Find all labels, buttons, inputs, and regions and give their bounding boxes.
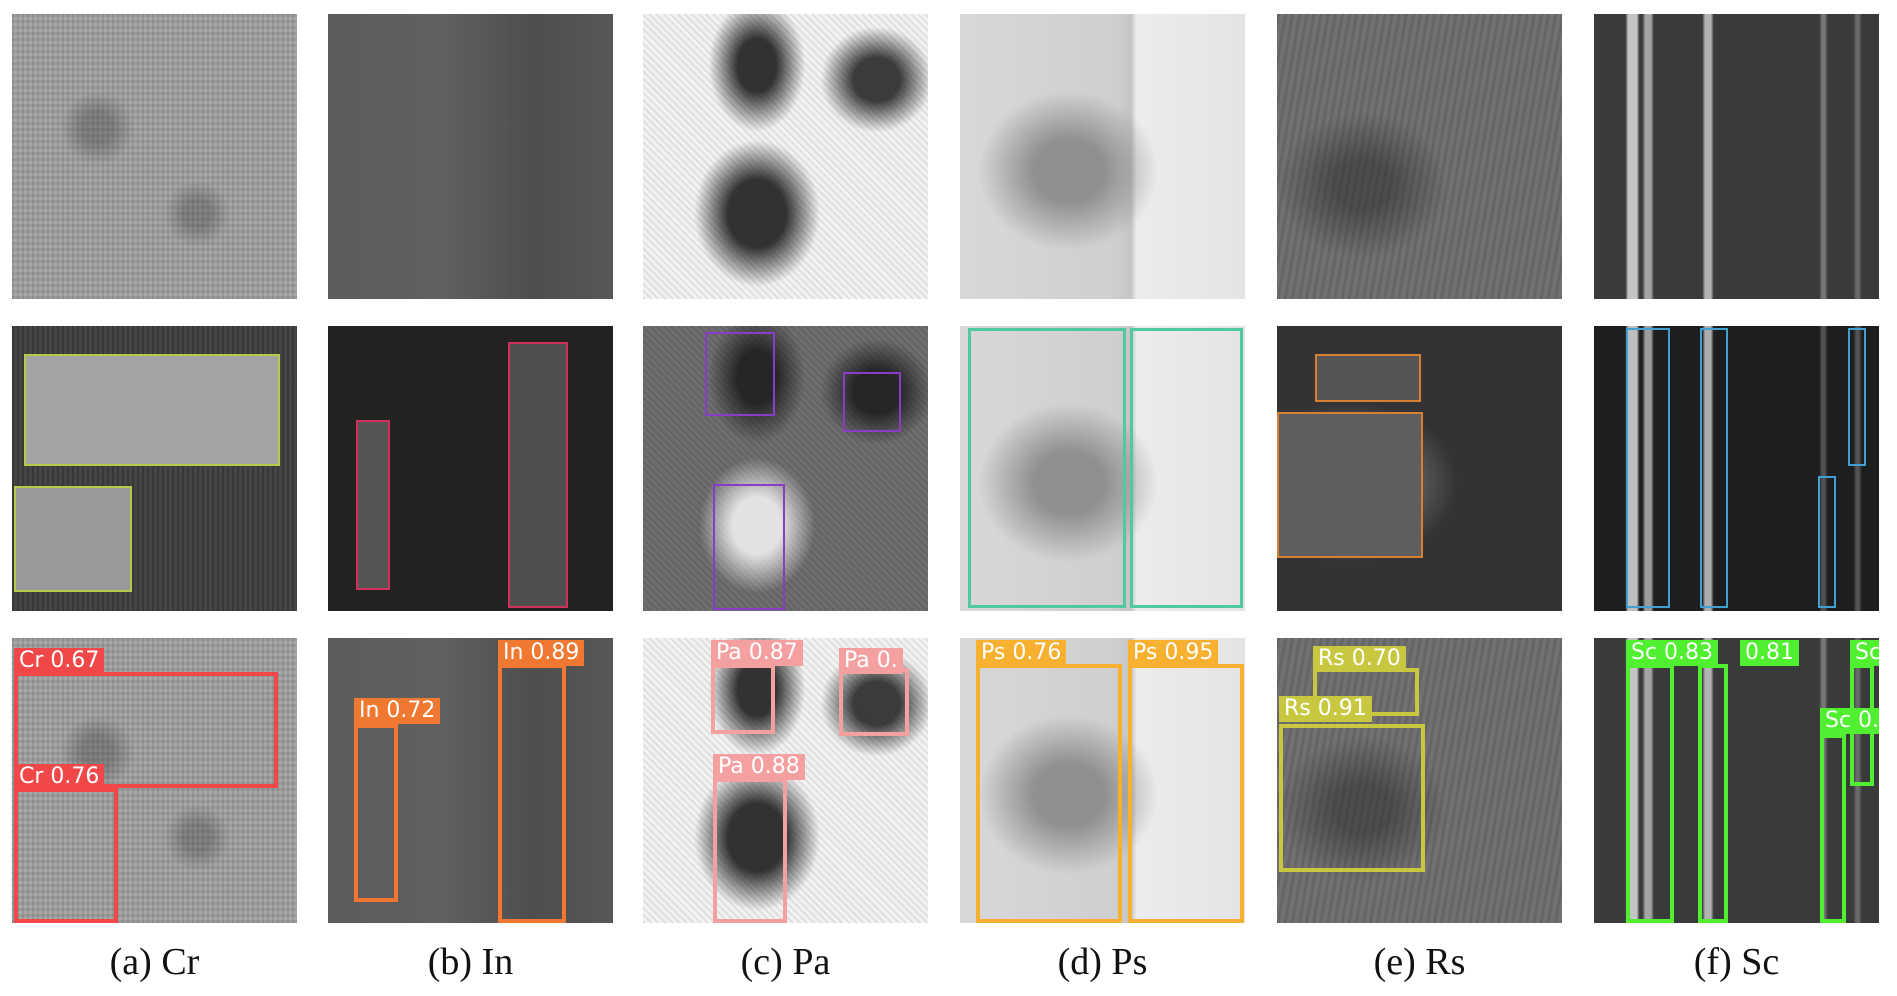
- column-ps: Ps 0.76 Ps 0.95 (d) Ps: [960, 0, 1245, 996]
- in-prediction-image: In 0.72 In 0.89: [328, 638, 613, 923]
- sc-pred-label: Sc 0.: [1820, 708, 1879, 734]
- sc-gt-box: [1700, 328, 1728, 608]
- pa-gt-box: [713, 484, 785, 610]
- cr-original-image: [12, 14, 297, 299]
- cr-pred-label: Cr 0.76: [14, 764, 105, 790]
- sc-pred-label: Sc: [1850, 640, 1879, 666]
- rs-ground-truth-image: [1277, 326, 1562, 611]
- pa-ground-truth-image: [643, 326, 928, 611]
- in-pred-label: In 0.89: [498, 640, 585, 666]
- caption-pa: (c) Pa: [740, 941, 831, 983]
- pa-pred-label: Pa 0.: [839, 648, 903, 674]
- pa-pred-box: [711, 664, 775, 734]
- rs-prediction-image: Rs 0.70 Rs 0.91: [1277, 638, 1562, 923]
- column-in: In 0.72 In 0.89 (b) In: [328, 0, 613, 996]
- rs-gt-box: [1315, 354, 1421, 402]
- sc-pred-box: [1698, 664, 1728, 923]
- ps-pred-label: Ps 0.95: [1128, 640, 1219, 666]
- pa-original-image: [643, 14, 928, 299]
- pa-prediction-image: Pa 0.87 Pa 0. Pa 0.88: [643, 638, 928, 923]
- column-sc: Sc 0.83 0.81 Sc Sc 0. (f) Sc: [1594, 0, 1879, 996]
- cr-gt-box: [14, 486, 132, 592]
- rs-gt-box: [1277, 412, 1423, 558]
- sc-pred-label: Sc 0.83: [1626, 640, 1719, 666]
- sc-prediction-image: Sc 0.83 0.81 Sc Sc 0.: [1594, 638, 1879, 923]
- in-gt-box: [356, 420, 390, 590]
- ps-pred-box: [976, 664, 1122, 923]
- pa-pred-box: [713, 778, 787, 923]
- in-original-image: [328, 14, 613, 299]
- column-pa: Pa 0.87 Pa 0. Pa 0.88 (c) Pa: [643, 0, 928, 996]
- rs-pred-label: Rs 0.91: [1279, 696, 1372, 722]
- in-pred-box: [498, 664, 566, 923]
- sc-pred-box: [1626, 664, 1674, 923]
- in-ground-truth-image: [328, 326, 613, 611]
- in-pred-box: [354, 724, 398, 902]
- sc-original-image: [1594, 14, 1879, 299]
- ps-gt-box: [1130, 328, 1243, 608]
- rs-pred-label: Rs 0.70: [1313, 646, 1406, 672]
- caption-cr: (a) Cr: [109, 941, 200, 983]
- ps-prediction-image: Ps 0.76 Ps 0.95: [960, 638, 1245, 923]
- pa-gt-box: [705, 332, 775, 416]
- cr-gt-box: [24, 354, 280, 466]
- ps-gt-box: [968, 328, 1126, 608]
- cr-prediction-image: Cr 0.67 Cr 0.76: [12, 638, 297, 923]
- sc-gt-box: [1848, 328, 1866, 466]
- cr-pred-label: Cr 0.67: [14, 648, 105, 674]
- sc-gt-box: [1626, 328, 1670, 608]
- pa-pred-label: Pa 0.87: [711, 640, 803, 666]
- caption-rs: (e) Rs: [1373, 941, 1466, 983]
- sc-gt-box: [1818, 476, 1836, 608]
- column-rs: Rs 0.70 Rs 0.91 (e) Rs: [1277, 0, 1562, 996]
- caption-in: (b) In: [427, 941, 514, 983]
- sc-pred-label: 0.81: [1740, 640, 1799, 666]
- cr-ground-truth-image: [12, 326, 297, 611]
- sc-pred-box: [1820, 734, 1846, 923]
- caption-sc: (f) Sc: [1693, 941, 1780, 983]
- ps-pred-box: [1128, 664, 1244, 923]
- caption-ps: (d) Ps: [1057, 941, 1148, 983]
- rs-original-image: [1277, 14, 1562, 299]
- in-gt-box: [508, 342, 568, 608]
- pa-pred-label: Pa 0.88: [713, 754, 805, 780]
- rs-pred-box: [1279, 724, 1425, 872]
- ps-original-image: [960, 14, 1245, 299]
- sc-ground-truth-image: [1594, 326, 1879, 611]
- column-cr: Cr 0.67 Cr 0.76 (a) Cr: [12, 0, 297, 996]
- cr-pred-box: [14, 788, 118, 923]
- cr-pred-box: [14, 672, 278, 788]
- in-pred-label: In 0.72: [354, 698, 441, 724]
- ps-ground-truth-image: [960, 326, 1245, 611]
- ps-pred-label: Ps 0.76: [976, 640, 1067, 666]
- pa-gt-box: [843, 372, 901, 432]
- pa-pred-box: [839, 668, 909, 736]
